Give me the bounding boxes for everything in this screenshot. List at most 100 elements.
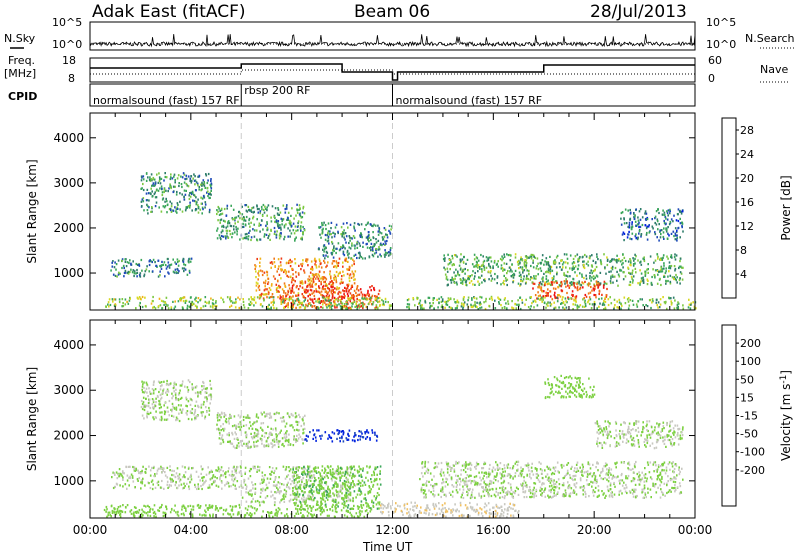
data-cell (520, 279, 522, 283)
data-cell (301, 497, 303, 500)
data-cell (368, 255, 371, 258)
data-cell (629, 272, 632, 275)
data-cell (320, 437, 322, 440)
data-cell (206, 410, 208, 414)
data-cell (674, 269, 676, 272)
data-cell (197, 204, 199, 207)
data-cell (182, 487, 184, 490)
cpid-segment-label: normalsound (fast) 157 RF (396, 94, 543, 107)
data-cell (193, 199, 196, 203)
data-cell (151, 398, 154, 401)
data-cell (290, 214, 292, 217)
data-cell (116, 477, 119, 480)
nsearch-label: N.Search (745, 32, 795, 45)
data-cell (204, 201, 207, 204)
data-cell (582, 282, 585, 285)
data-cell (257, 416, 260, 419)
data-cell (132, 465, 134, 469)
data-cell (464, 278, 466, 281)
data-cell (250, 296, 252, 299)
data-cell (634, 267, 637, 270)
data-cell (281, 219, 283, 223)
data-cell (221, 434, 224, 437)
data-cell (408, 307, 410, 310)
data-cell (131, 476, 134, 479)
data-cell (160, 465, 162, 468)
data-cell (289, 275, 292, 278)
data-cell (670, 264, 673, 268)
data-cell (482, 261, 485, 264)
data-cell (226, 225, 229, 228)
data-cell (208, 394, 210, 397)
data-cell (183, 486, 185, 489)
data-cell (669, 209, 671, 213)
data-cell (112, 471, 114, 474)
data-cell (169, 177, 172, 181)
data-cell (187, 417, 190, 421)
data-cell (374, 298, 377, 301)
data-cell (159, 381, 161, 384)
data-cell (651, 218, 653, 221)
data-cell (663, 213, 666, 217)
data-cell (145, 404, 148, 407)
data-cell (292, 482, 295, 485)
data-cell (183, 270, 185, 273)
data-cell (278, 412, 280, 415)
data-cell (505, 262, 508, 265)
data-cell (284, 208, 287, 211)
data-cell (248, 303, 251, 306)
data-cell (255, 413, 258, 416)
data-cell (312, 279, 315, 282)
data-cell (288, 270, 290, 273)
data-cell (159, 304, 162, 307)
data-cell (342, 440, 345, 443)
data-cell (185, 411, 188, 415)
data-cell (320, 290, 323, 293)
beam-title: Beam 06 (354, 2, 430, 22)
data-cell (240, 466, 242, 469)
data-cell (225, 471, 227, 474)
data-cell (273, 226, 276, 230)
data-cell (236, 446, 238, 449)
data-cell (318, 279, 320, 282)
data-cell (634, 235, 637, 238)
data-cell (152, 300, 154, 303)
data-cell (613, 298, 616, 301)
data-cell (330, 277, 332, 280)
data-cell (280, 499, 282, 502)
data-cell (624, 208, 627, 211)
data-cell (204, 296, 207, 299)
data-cell (581, 281, 583, 284)
data-cell (479, 267, 481, 270)
data-cell (369, 286, 371, 289)
data-cell (205, 391, 208, 394)
y-tick-label: 2000 (53, 221, 84, 235)
data-cell (530, 305, 532, 308)
data-cell (318, 297, 320, 300)
data-cell (159, 274, 161, 277)
data-cell (390, 228, 392, 231)
data-cell (303, 269, 305, 272)
data-cell (654, 259, 657, 262)
data-cell (249, 475, 252, 478)
data-cell (361, 432, 363, 435)
data-cell (507, 300, 509, 303)
data-cell (287, 227, 289, 230)
data-cell (273, 501, 276, 504)
data-cell (450, 261, 452, 264)
data-cell (289, 443, 292, 446)
data-cell (514, 269, 517, 272)
data-cell (284, 211, 287, 214)
data-cell (237, 438, 239, 441)
data-cell (252, 228, 254, 231)
colorbar-tick-label: 4 (740, 268, 747, 281)
data-cell (335, 277, 337, 280)
data-cell (119, 472, 121, 475)
data-cell (260, 488, 262, 491)
data-cell (127, 465, 130, 468)
data-cell (360, 435, 362, 438)
data-cell (342, 232, 344, 235)
data-cell (561, 263, 564, 266)
data-cell (333, 274, 336, 277)
data-cell (239, 465, 242, 468)
